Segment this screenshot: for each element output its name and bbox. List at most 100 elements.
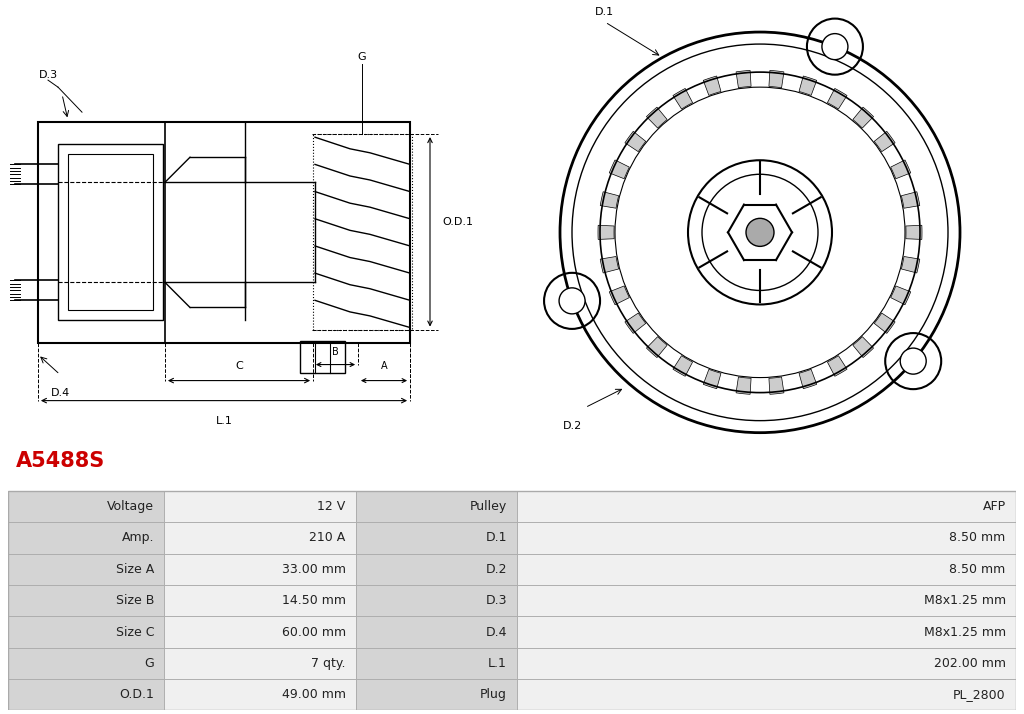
Bar: [8, 585, 165, 616]
Bar: [165, 553, 355, 585]
Text: Amp.: Amp.: [122, 531, 155, 544]
Bar: [517, 648, 1016, 679]
Bar: [355, 585, 517, 616]
Text: D.4: D.4: [485, 625, 507, 638]
Text: D.3: D.3: [485, 594, 507, 607]
Polygon shape: [736, 377, 751, 394]
Text: C: C: [236, 361, 243, 371]
Polygon shape: [703, 76, 721, 96]
Circle shape: [746, 218, 774, 246]
Polygon shape: [600, 256, 618, 273]
Bar: [165, 616, 355, 648]
Text: 60.00 mm: 60.00 mm: [282, 625, 346, 638]
Text: L.1: L.1: [216, 416, 232, 426]
Text: D.2: D.2: [562, 421, 582, 431]
Text: M8x1.25 mm: M8x1.25 mm: [924, 594, 1006, 607]
Text: Plug: Plug: [480, 688, 507, 701]
Bar: [8, 491, 165, 522]
Bar: [355, 679, 517, 710]
Text: D.1: D.1: [595, 7, 614, 17]
Bar: [68, 154, 153, 311]
Polygon shape: [769, 377, 784, 394]
Circle shape: [559, 288, 585, 314]
Text: A5488S: A5488S: [16, 451, 105, 471]
Polygon shape: [625, 131, 646, 151]
Text: D.3: D.3: [39, 70, 57, 80]
Bar: [300, 341, 345, 373]
Text: Pulley: Pulley: [470, 500, 507, 513]
Bar: [517, 585, 1016, 616]
Polygon shape: [703, 369, 721, 388]
Bar: [58, 144, 163, 321]
Text: B: B: [332, 346, 339, 356]
Polygon shape: [874, 131, 895, 151]
Polygon shape: [901, 192, 920, 208]
Bar: [355, 616, 517, 648]
Text: D.1: D.1: [485, 531, 507, 544]
Polygon shape: [827, 356, 847, 376]
Polygon shape: [901, 256, 920, 273]
Text: Size C: Size C: [116, 625, 155, 638]
Bar: [8, 553, 165, 585]
Polygon shape: [891, 286, 910, 305]
Text: 8.50 mm: 8.50 mm: [949, 563, 1006, 575]
Circle shape: [900, 348, 927, 374]
Polygon shape: [600, 192, 618, 208]
Text: Size B: Size B: [116, 594, 155, 607]
Text: 8.50 mm: 8.50 mm: [949, 531, 1006, 544]
Bar: [165, 679, 355, 710]
Text: Voltage: Voltage: [108, 500, 155, 513]
Bar: [165, 585, 355, 616]
Text: L.1: L.1: [488, 657, 507, 670]
Bar: [517, 491, 1016, 522]
Polygon shape: [609, 160, 630, 178]
Bar: [313, 134, 412, 329]
Text: AFP: AFP: [983, 500, 1006, 513]
Text: 49.00 mm: 49.00 mm: [282, 688, 346, 701]
Bar: [165, 648, 355, 679]
Bar: [517, 553, 1016, 585]
Polygon shape: [769, 71, 784, 88]
Text: O.D.1: O.D.1: [120, 688, 155, 701]
Polygon shape: [891, 160, 910, 178]
Bar: [8, 648, 165, 679]
Text: D.2: D.2: [485, 563, 507, 575]
Polygon shape: [853, 107, 873, 128]
Text: Size A: Size A: [116, 563, 155, 575]
Polygon shape: [598, 226, 614, 239]
Text: 210 A: 210 A: [309, 531, 346, 544]
Polygon shape: [906, 226, 922, 239]
Polygon shape: [799, 76, 817, 96]
Bar: [355, 648, 517, 679]
Bar: [8, 616, 165, 648]
Text: M8x1.25 mm: M8x1.25 mm: [924, 625, 1006, 638]
Text: PL_2800: PL_2800: [953, 688, 1006, 701]
Bar: [8, 679, 165, 710]
Bar: [517, 616, 1016, 648]
Polygon shape: [609, 286, 630, 305]
Bar: [517, 679, 1016, 710]
Text: O.D.1: O.D.1: [442, 217, 473, 227]
Polygon shape: [646, 337, 667, 358]
Bar: [165, 522, 355, 553]
Polygon shape: [646, 107, 667, 128]
Polygon shape: [874, 313, 895, 333]
Text: 12 V: 12 V: [317, 500, 346, 513]
Bar: [8, 491, 1016, 710]
Text: D.4: D.4: [50, 388, 70, 398]
Text: A: A: [381, 361, 387, 371]
Polygon shape: [673, 89, 692, 109]
Bar: [355, 522, 517, 553]
Bar: [517, 522, 1016, 553]
Text: 33.00 mm: 33.00 mm: [282, 563, 346, 575]
Bar: [8, 522, 165, 553]
Polygon shape: [625, 313, 646, 333]
Text: G: G: [357, 52, 367, 62]
Polygon shape: [853, 337, 873, 358]
Polygon shape: [736, 71, 751, 88]
Bar: [165, 491, 355, 522]
Polygon shape: [673, 356, 692, 376]
Text: 7 qty.: 7 qty.: [311, 657, 346, 670]
Circle shape: [822, 34, 848, 60]
Polygon shape: [827, 89, 847, 109]
